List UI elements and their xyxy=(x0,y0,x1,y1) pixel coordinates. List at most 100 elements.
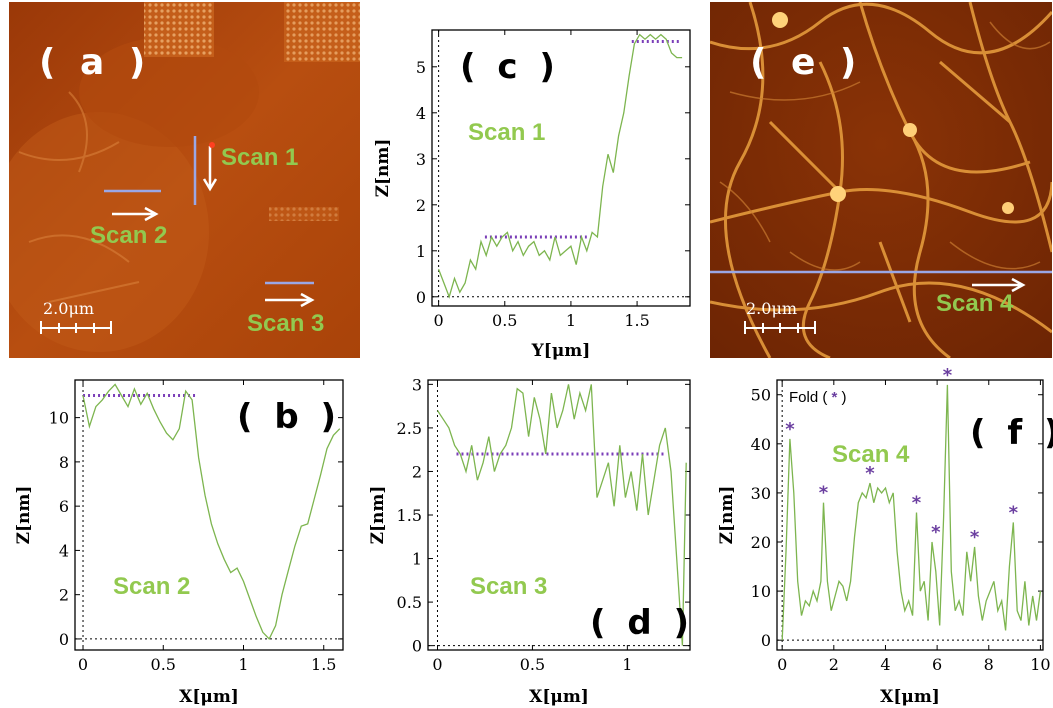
chart-d-series-line xyxy=(436,384,687,646)
chart-f-fold-marker: * xyxy=(865,463,875,484)
chart-f-legend-note: Fold ( * ) xyxy=(789,389,847,406)
chart-b-ytick-label: 6 xyxy=(59,497,69,516)
afm-a-fibers xyxy=(18,91,140,303)
chart-b-scan-annotation: Scan 2 xyxy=(113,573,190,600)
afm-e-particle-4 xyxy=(1002,202,1014,214)
chart-b-xtick-label: 1.5 xyxy=(311,655,336,674)
chart-c-scan-annotation: Scan 1 xyxy=(468,119,545,146)
chart-b-ylabel: Z[nm] xyxy=(14,486,34,545)
scan-arrows-a xyxy=(112,146,315,308)
chart-b-series-line xyxy=(82,383,341,641)
chart-b-panel-label: ( b ) xyxy=(237,397,341,437)
chart-f-series-line xyxy=(781,384,1042,641)
afm-e-fine-fibers xyxy=(719,21,1051,271)
chart-b-ytick-label: 0 xyxy=(59,630,69,649)
chart-d-panel-label: ( d ) xyxy=(590,603,694,643)
chart-f-ylabel: Z[nm] xyxy=(717,486,737,545)
chart-f-fold-marker: * xyxy=(785,419,795,440)
chart-d-xtick-label: 0.5 xyxy=(520,655,545,674)
scan-1-label: Scan 1 xyxy=(221,144,299,171)
chart-b-xtick-label: 0.5 xyxy=(151,655,176,674)
chart-c-ytick-label: 1 xyxy=(416,242,426,261)
chart-c-series-line xyxy=(437,33,683,299)
scan-4-arrow xyxy=(972,277,1026,293)
chart-f-scan-annotation: Scan 4 xyxy=(832,441,910,468)
chart-d-xlabel: X[μm] xyxy=(529,687,589,707)
scale-bar-e xyxy=(744,321,816,334)
afm-image-e-svg xyxy=(710,2,1052,358)
scale-bar-a xyxy=(40,321,112,334)
chart-f-xtick-label: 0 xyxy=(777,655,787,674)
chart-f-fold-marker: * xyxy=(819,483,829,504)
chart-c-ylabel: Z[nm] xyxy=(373,139,393,198)
chart-f-xtick-label: 10 xyxy=(1030,655,1050,674)
scan-2-label: Scan 2 xyxy=(90,222,168,249)
chart-d-ytick-label: 1.5 xyxy=(397,506,422,525)
scan-3-label: Scan 3 xyxy=(247,310,325,337)
chart-c-panel-label: ( c ) xyxy=(460,47,560,87)
chart-b: 0 0.5 1 1.5 0 2 4 6 8 10 X[μm] Z[nm] ( b ) Scan 2 xyxy=(14,372,350,708)
chart-f-xtick-label: 6 xyxy=(932,655,942,674)
chart-b-ytick-label: 4 xyxy=(59,541,69,560)
chart-f-fold-marker: * xyxy=(970,527,980,548)
chart-f-ytick-label: 0 xyxy=(761,631,771,650)
chart-b-ytick-label: 10 xyxy=(49,409,69,428)
chart-c-xtick-label: 1 xyxy=(566,311,576,330)
chart-b-xtick-label: 0 xyxy=(78,655,88,674)
chart-b-ytick-label: 2 xyxy=(59,586,69,605)
chart-d-frame xyxy=(427,379,691,651)
chart-f-ytick-label: 40 xyxy=(751,435,771,454)
scale-bar-a-label: 2.0μm xyxy=(43,299,95,318)
chart-d-ylabel: Z[nm] xyxy=(368,486,388,545)
afm-image-a-svg xyxy=(9,2,360,358)
chart-c-xtick-label: 0 xyxy=(434,311,444,330)
chart-f-ytick-label: 50 xyxy=(751,386,771,405)
afm-e-particle-2 xyxy=(830,186,846,202)
chart-d-ytick-label: 1 xyxy=(412,550,422,569)
chart-f-fold-marker: * xyxy=(1009,502,1019,523)
chart-c-xtick-label: 1.5 xyxy=(624,311,649,330)
chart-f-fold-marker: * xyxy=(912,493,922,514)
scan-1-arrow xyxy=(202,146,218,192)
chart-d-ytick-label: 3 xyxy=(412,375,422,394)
afm-e-particle-1 xyxy=(772,12,788,28)
afm-e-particle-3 xyxy=(903,123,917,137)
chart-d-xtick-label: 1 xyxy=(622,655,632,674)
chart-c-svg: 0 0.5 1 1.5 0 1 2 3 4 5 Y[μm] Z[nm] ( c ) Scan 1 xyxy=(373,29,691,361)
chart-c-ytick-label: 0 xyxy=(416,288,426,307)
panel-e-label: ( e ) xyxy=(750,42,863,83)
chart-d-ytick-label: 0.5 xyxy=(397,593,422,612)
scale-bar-e-label: 2.0μm xyxy=(746,299,798,318)
chart-f-fold-marker: * xyxy=(943,365,953,386)
afm-a-particle xyxy=(209,142,215,148)
chart-d-ytick-label: 0 xyxy=(412,637,422,656)
chart-b-ytick-label: 8 xyxy=(59,453,69,472)
chart-d-ytick-label: 2 xyxy=(412,462,422,481)
afm-a-particle-cluster-2 xyxy=(284,2,360,62)
afm-a-raised-region xyxy=(9,112,209,352)
panel-a-label: ( a ) xyxy=(39,42,152,83)
chart-c: 0 0.5 1 1.5 0 1 2 3 4 5 Y[μm] Z[nm] ( c ) Scan 1 xyxy=(370,0,700,362)
chart-f-xtick-label: 4 xyxy=(880,655,890,674)
chart-c-ytick-label: 2 xyxy=(416,196,426,215)
afm-image-a: ( a ) Scan 1 Scan 2 Scan 3 2.0μm xyxy=(9,2,360,358)
chart-f: 0 2 4 6 8 10 0 10 20 30 40 50 * * * * * * * * Fold ( * ) X[μm… xyxy=(712,365,1053,708)
scan-2-arrow xyxy=(112,206,159,222)
chart-c-frame xyxy=(431,29,691,307)
chart-d-svg: 0 0.5 1 0 0.5 1 1.5 2 2.5 3 X[μm] Z[nm] ( d ) Scan 3 xyxy=(368,375,694,707)
chart-b-xtick-label: 1 xyxy=(238,655,248,674)
chart-c-ytick-label: 3 xyxy=(416,150,426,169)
chart-f-xtick-label: 8 xyxy=(984,655,994,674)
chart-d-scan-annotation: Scan 3 xyxy=(470,573,547,600)
afm-image-e: ( e ) Scan 4 2.0μm xyxy=(710,2,1052,358)
scan-3-arrow xyxy=(265,292,315,308)
chart-c-ytick-label: 5 xyxy=(416,58,426,77)
chart-f-panel-label: ( f ) xyxy=(970,413,1053,453)
afm-a-particle-cluster-3 xyxy=(269,207,339,221)
chart-f-xlabel: X[μm] xyxy=(880,687,940,707)
chart-b-svg: 0 0.5 1 1.5 0 2 4 6 8 10 X[μm] Z[nm] ( b ) Scan 2 xyxy=(14,379,344,707)
afm-a-terrace xyxy=(79,37,259,147)
chart-b-xlabel: X[μm] xyxy=(179,687,239,707)
chart-f-xtick-label: 2 xyxy=(829,655,839,674)
chart-c-xlabel: Y[μm] xyxy=(531,341,591,361)
